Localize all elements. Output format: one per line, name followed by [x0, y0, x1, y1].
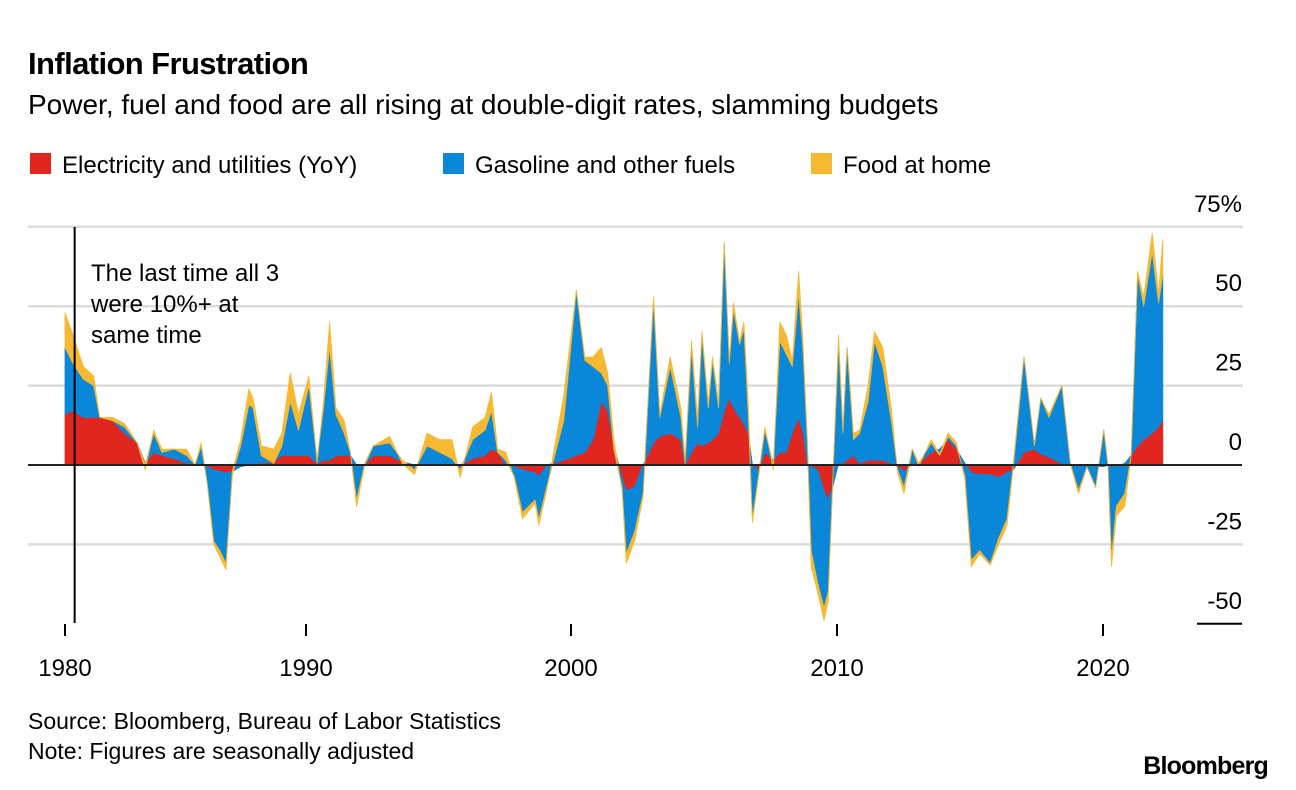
y-tick-label: -25 [1207, 508, 1242, 535]
annotation: The last time all 3 were 10%+ at same ti… [73, 227, 279, 623]
x-tick-label: 2020 [1076, 655, 1129, 682]
legend-swatch-food [811, 153, 832, 174]
annotation-line-3: same time [91, 322, 202, 349]
annotation-line-1: The last time all 3 [91, 260, 279, 287]
legend-label-food: Food at home [843, 152, 991, 179]
y-tick-label: 25 [1215, 350, 1242, 377]
y-tick-label: 50 [1215, 270, 1242, 297]
source-note: Source: Bloomberg, Bureau of Labor Stati… [28, 708, 501, 734]
x-tick-label: 1990 [279, 655, 332, 682]
y-tick-label: 0 [1229, 429, 1242, 456]
y-tick-label: -50 [1207, 588, 1242, 615]
axes: 75% 50 25 0 -25 -50 1980 1990 2000 2010 2020 [28, 191, 1242, 682]
legend: Electricity and utilities (YoY) Gasoline… [30, 152, 991, 179]
legend-swatch-electricity [30, 153, 51, 174]
legend-label-electricity: Electricity and utilities (YoY) [62, 152, 357, 179]
annotation-line-2: were 10%+ at [90, 291, 239, 318]
area-food [64, 232, 1164, 621]
legend-swatch-gasoline [443, 153, 464, 174]
chart-title: Inflation Frustration [28, 46, 308, 81]
chart-subtitle: Power, fuel and food are all rising at d… [28, 89, 939, 120]
x-tick-label: 2000 [544, 655, 597, 682]
gridlines [28, 225, 1243, 546]
y-tick-label: 75% [1194, 191, 1242, 218]
x-tick-label: 1980 [38, 655, 91, 682]
bloomberg-logo: Bloomberg [1143, 752, 1268, 780]
footnote: Note: Figures are seasonally adjusted [28, 738, 414, 764]
x-tick-label: 2010 [810, 655, 863, 682]
legend-label-gasoline: Gasoline and other fuels [475, 152, 735, 179]
